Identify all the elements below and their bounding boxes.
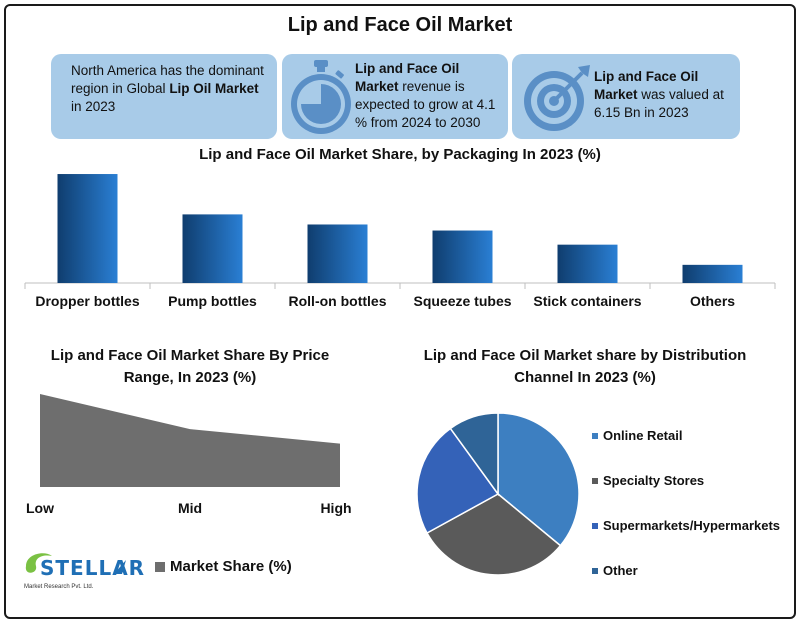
card-region-text: North America has the dominant region in… — [71, 63, 264, 96]
logo-subtitle: Market Research Pvt. Ltd. — [24, 584, 94, 590]
bar-2 — [307, 224, 368, 283]
area-chart-title: Lip and Face Oil Market Share By Price R… — [50, 347, 330, 386]
pie-legend-label: Supermarkets/Hypermarkets — [603, 518, 781, 533]
area-legend-label: Market Share (%) — [170, 558, 292, 575]
area-series-market-share — [40, 394, 340, 487]
pie-legend-item: Supermarkets/Hypermarkets — [592, 518, 780, 533]
bar-0 — [57, 174, 118, 283]
card-growth-bold: Lip and Face Oil Market — [355, 61, 460, 94]
pie-legend-item: Specialty Stores — [592, 473, 704, 488]
pie-chart-title: Lip and Face Oil Market share by Distrib… — [423, 347, 747, 386]
bar-1 — [182, 214, 243, 283]
pie-slice-3 — [449, 412, 499, 497]
info-card-growth: Lip and Face Oil Market revenue is expec… — [282, 54, 508, 139]
pie-legend-label: Other — [603, 563, 638, 578]
pie-legend-item: Online Retail — [592, 428, 682, 443]
bar-5 — [682, 264, 743, 283]
pie-legend-swatch — [592, 522, 598, 529]
bar-chart — [24, 174, 776, 289]
pie-legend-swatch — [592, 432, 598, 439]
page-title: Lip and Face Oil Market — [287, 14, 513, 36]
bar-x-tick-label: Roll-on bottles — [288, 293, 387, 309]
pie-legend-label: Online Retail — [603, 428, 683, 443]
card-growth-post: revenue is expected to grow at 4.1 % fro… — [355, 79, 496, 130]
pie-slice-0 — [497, 412, 580, 547]
area-x-tick-label: Low — [26, 500, 54, 516]
bar-x-tick-label: Squeeze tubes — [413, 293, 512, 309]
area-legend-swatch — [155, 561, 165, 572]
stellar-logo: STELLAR Market Research Pvt. Ltd. — [22, 548, 144, 598]
pie-legend-item: Other — [592, 563, 638, 578]
bar-4 — [557, 244, 618, 283]
card-region-bold: Lip Oil Market — [169, 81, 259, 96]
info-card-region: North America has the dominant region in… — [51, 54, 277, 139]
area-x-tick-label: High — [320, 500, 352, 516]
bar-x-tick-label: Stick containers — [533, 293, 642, 309]
card-growth-text: Lip and Face Oil Market revenue is expec… — [355, 60, 505, 132]
area-chart-legend: Market Share (%) — [155, 558, 292, 575]
pie-legend-swatch — [592, 567, 598, 574]
card-value-bold: Lip and Face Oil Market — [594, 69, 699, 102]
logo-word: STELLAR — [40, 556, 146, 580]
card-region-post: in 2023 — [71, 99, 116, 114]
pie-slice-1 — [425, 493, 562, 576]
target-icon — [524, 65, 590, 131]
bar-x-tick-label: Pump bottles — [168, 293, 257, 309]
area-chart — [40, 394, 340, 487]
card-value-text: Lip and Face Oil Market was valued at 6.… — [594, 68, 734, 122]
logo-swoosh-icon — [25, 553, 126, 574]
area-x-tick-label: Mid — [177, 500, 203, 516]
card-value-post: was valued at 6.15 Bn in 2023 — [594, 87, 724, 120]
pie-legend-label: Specialty Stores — [603, 473, 705, 488]
info-card-value: Lip and Face Oil Market was valued at 6.… — [512, 54, 740, 139]
bar-3 — [432, 230, 493, 283]
bar-x-tick-label: Others — [689, 293, 736, 309]
bar-chart-title: Lip and Face Oil Market Share, by Packag… — [199, 146, 601, 163]
bar-x-tick-label: Dropper bottles — [35, 293, 140, 309]
pie-slice-2 — [416, 427, 500, 535]
stopwatch-icon — [291, 60, 351, 134]
pie-legend-swatch — [592, 477, 598, 484]
